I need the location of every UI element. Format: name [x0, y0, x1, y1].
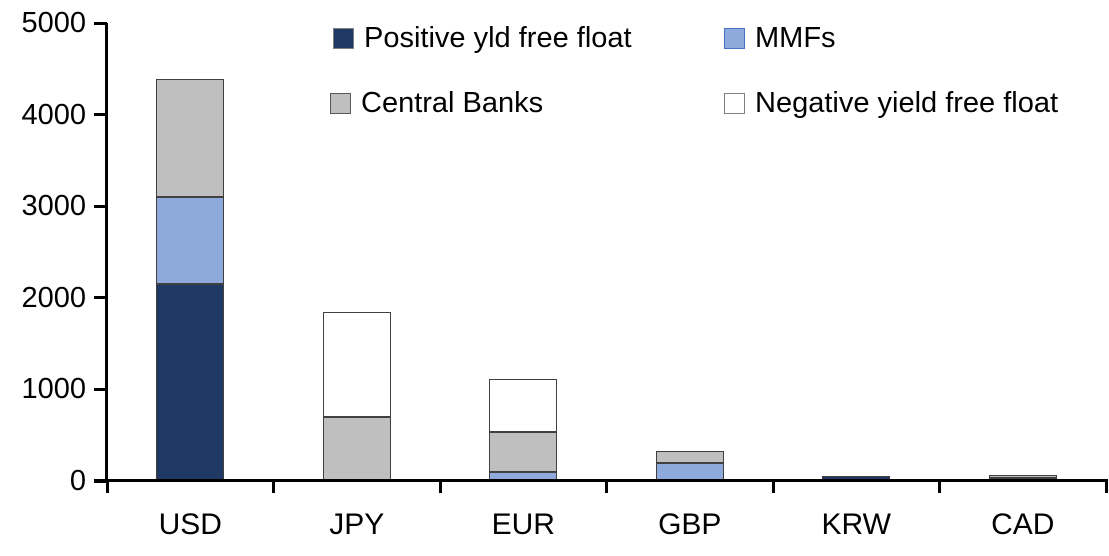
- legend-item-negative-yield-free-float: Negative yield free float: [724, 87, 1059, 119]
- y-axis-label-0: 0: [69, 465, 86, 497]
- y-axis-label-3000: 3000: [21, 190, 86, 223]
- x-tick-4: [771, 479, 775, 493]
- bar-segment-JPY-negative-yield-free-float: [322, 311, 391, 417]
- y-axis-line: [105, 23, 108, 483]
- legend-swatch-mmfs: [724, 27, 745, 49]
- x-tick-5: [938, 479, 941, 493]
- bar-segment-USD-central-banks: [156, 78, 225, 198]
- x-axis-label-KRW: KRW: [821, 508, 891, 541]
- y-axis-label-2000: 2000: [21, 281, 86, 314]
- bar-segment-EUR-negative-yield-free-float: [489, 379, 558, 433]
- x-tick-2: [438, 479, 442, 493]
- bar-segment-USD-mmfs: [156, 197, 225, 285]
- x-axis-label-EUR: EUR: [491, 508, 555, 541]
- legend-item-mmfs: MMFs: [724, 22, 836, 54]
- x-axis-line: [94, 479, 1106, 482]
- y-axis-label-5000: 5000: [21, 7, 86, 39]
- bar-segment-JPY-central-banks: [322, 416, 391, 481]
- y-tick-2000: [94, 296, 107, 300]
- y-tick-4000: [94, 113, 107, 117]
- legend-swatch-positive-yld-free-float: [333, 27, 354, 49]
- y-axis-label-1000: 1000: [21, 373, 86, 406]
- legend-item-positive-yld-free-float: Positive yld free float: [333, 22, 632, 54]
- legend-label: Central Banks: [361, 87, 544, 119]
- legend-label: MMFs: [755, 22, 836, 54]
- bar-segment-GBP-central-banks: [655, 451, 724, 463]
- legend-label: Negative yield free float: [755, 87, 1059, 119]
- y-tick-1000: [94, 387, 107, 391]
- x-axis-label-JPY: JPY: [329, 508, 385, 541]
- y-axis-label-4000: 4000: [21, 98, 86, 131]
- x-axis-label-GBP: GBP: [658, 508, 722, 541]
- legend-item-central-banks: Central Banks: [330, 87, 544, 119]
- bar-segment-CAD-central-banks: [988, 474, 1057, 479]
- x-tick-0: [105, 479, 109, 493]
- y-tick-5000: [94, 21, 107, 25]
- x-tick-1: [272, 479, 275, 493]
- legend-label: Positive yld free float: [364, 22, 632, 54]
- y-tick-3000: [94, 204, 107, 208]
- x-axis-label-USD: USD: [158, 508, 222, 541]
- x-tick-3: [605, 479, 608, 493]
- legend-swatch-central-banks: [330, 92, 351, 114]
- x-tick-6: [1104, 479, 1108, 493]
- legend-swatch-negative-yield-free-float: [724, 92, 745, 114]
- x-axis-label-CAD: CAD: [991, 508, 1055, 541]
- bar-segment-EUR-central-banks: [489, 432, 558, 472]
- bar-segment-USD-positive-yld-free-float: [156, 284, 225, 481]
